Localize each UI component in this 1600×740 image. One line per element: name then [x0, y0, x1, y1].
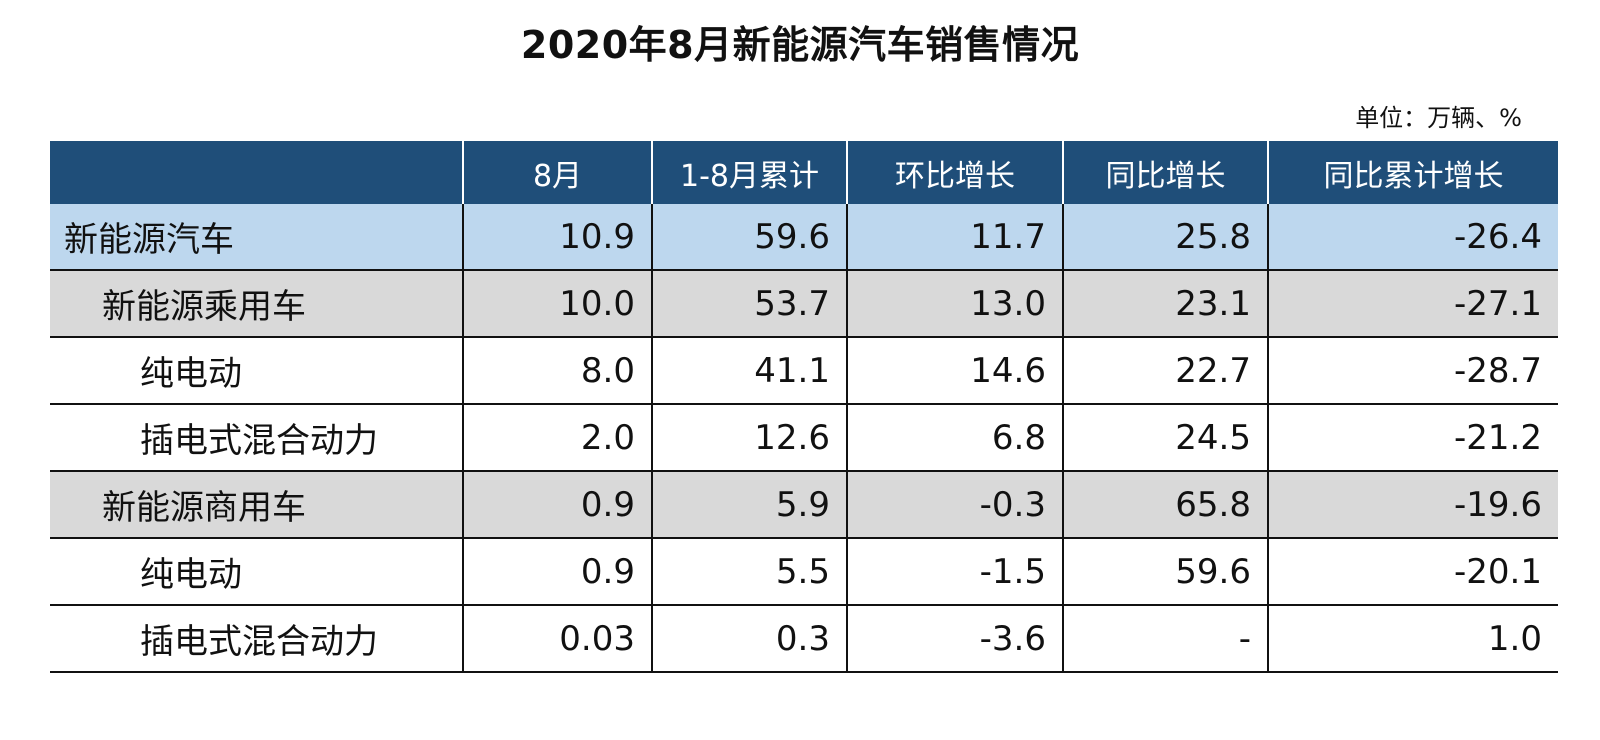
value-cell: 24.5 [1062, 404, 1268, 472]
value-cell: 0.9 [462, 538, 652, 606]
value-cell: 12.6 [651, 404, 847, 472]
row-label: 新能源商用车 [50, 471, 463, 539]
row-label: 纯电动 [50, 337, 463, 405]
value-cell: 5.5 [651, 538, 847, 606]
header-cell-aug: 8月 [462, 141, 652, 204]
value-cell: 6.8 [846, 404, 1063, 472]
value-cell: 13.0 [846, 270, 1063, 338]
unit-note: 单位：万辆、% [1355, 104, 1522, 132]
value-cell: -28.7 [1267, 337, 1558, 405]
table-row: 新能源商用车 0.9 5.9 -0.3 65.8 -19.6 [50, 471, 1558, 539]
value-cell: 5.9 [651, 471, 847, 539]
header-cell-yoy-cumulative-growth: 同比累计增长 [1267, 141, 1558, 204]
row-label: 新能源乘用车 [50, 270, 463, 338]
value-cell: -3.6 [846, 605, 1063, 673]
value-cell: 25.8 [1062, 204, 1268, 271]
table-row: 纯电动 8.0 41.1 14.6 22.7 -28.7 [50, 337, 1558, 405]
table-row: 插电式混合动力 0.03 0.3 -3.6-1.0 [50, 605, 1558, 673]
value-cell: 0.3 [651, 605, 847, 673]
value-cell: 59.6 [1062, 538, 1268, 606]
table-row: 纯电动 0.9 5.5 -1.5 59.6 -20.1 [50, 538, 1558, 606]
table-title: 2020年8月新能源汽车销售情况 [520, 23, 1080, 67]
value-cell: 22.7 [1062, 337, 1268, 405]
row-label: 插电式混合动力 [50, 404, 463, 472]
value-cell: -0.3 [846, 471, 1063, 539]
value-cell: 0.03 [462, 605, 652, 673]
value-cell: 2.0 [462, 404, 652, 472]
value-cell: 10.9 [462, 204, 652, 271]
header-row: 8月 1-8月累计 环比增长 同比增长 同比累计增长 [50, 141, 1558, 204]
value-cell: -27.1 [1267, 270, 1558, 338]
sales-table: 8月 1-8月累计 环比增长 同比增长 同比累计增长 新能源汽车 10.9 59.6… [50, 141, 1558, 673]
value-cell: 53.7 [651, 270, 847, 338]
value-cell: 65.8 [1062, 471, 1268, 539]
header-cell-label [50, 141, 463, 204]
value-cell: 59.6 [651, 204, 847, 271]
value-cell: 10.0 [462, 270, 652, 338]
value-cell: -26.4 [1267, 204, 1558, 271]
value-cell: -1.5 [846, 538, 1063, 606]
table-body: 新能源汽车 10.9 59.6 11.7 25.8 -26.4 新能源乘用车 10.0 53.7… [50, 204, 1558, 673]
row-label: 纯电动 [50, 538, 463, 606]
header-cell-mom-growth: 环比增长 [846, 141, 1063, 204]
value-cell: 23.1 [1062, 270, 1268, 338]
row-label: 新能源汽车 [50, 204, 463, 271]
value-cell: 41.1 [651, 337, 847, 405]
header-cell-yoy-growth: 同比增长 [1062, 141, 1268, 204]
value-cell: - [1062, 605, 1268, 673]
value-cell: 0.9 [462, 471, 652, 539]
value-cell: 14.6 [846, 337, 1063, 405]
table-row: 新能源乘用车 10.0 53.7 13.0 23.1 -27.1 [50, 270, 1558, 338]
value-cell: 8.0 [462, 337, 652, 405]
table-row: 插电式混合动力 2.0 12.6 6.8 24.5 -21.2 [50, 404, 1558, 472]
value-cell: 1.0 [1267, 605, 1558, 673]
value-cell: -19.6 [1267, 471, 1558, 539]
value-cell: 11.7 [846, 204, 1063, 271]
header-cell-jan-aug-cumulative: 1-8月累计 [651, 141, 847, 204]
value-cell: -21.2 [1267, 404, 1558, 472]
value-cell: -20.1 [1267, 538, 1558, 606]
table-row: 新能源汽车 10.9 59.6 11.7 25.8 -26.4 [50, 204, 1558, 271]
row-label: 插电式混合动力 [50, 605, 463, 673]
